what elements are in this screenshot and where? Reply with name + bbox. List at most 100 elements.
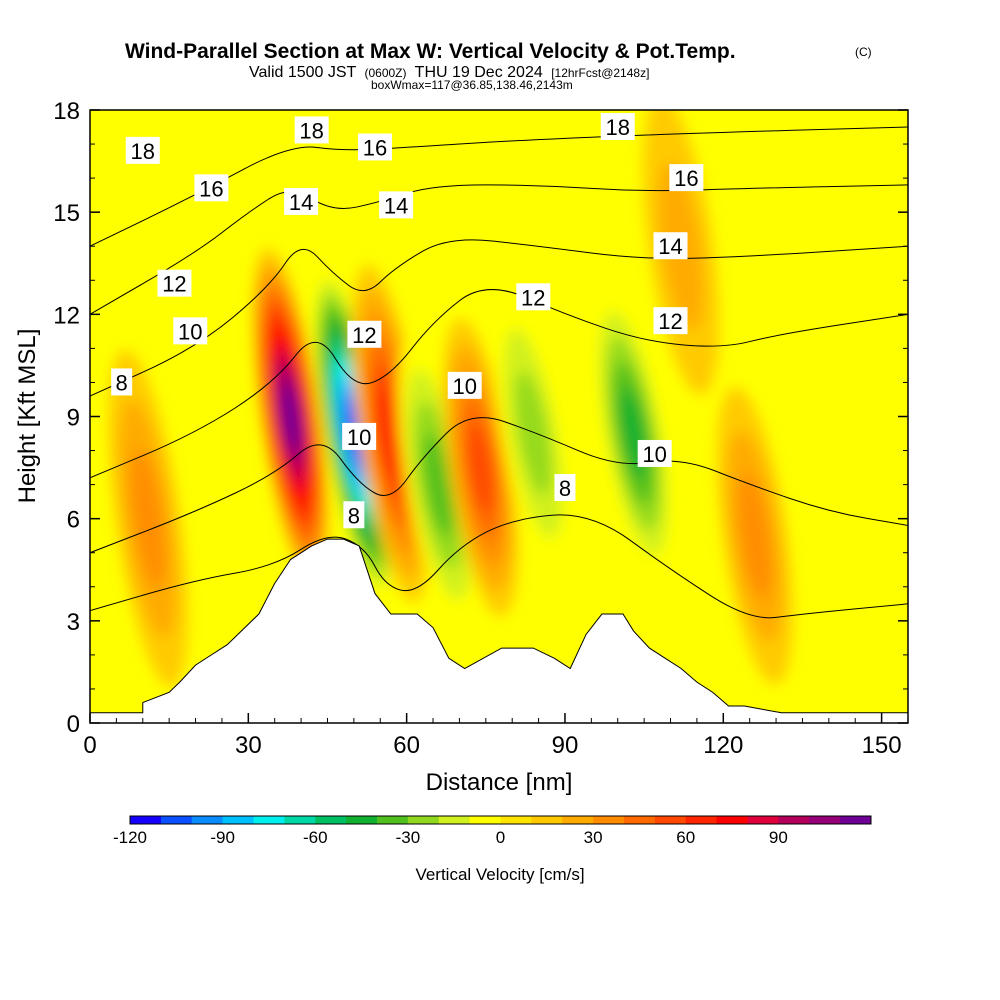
theta-contour-12 xyxy=(90,289,908,479)
theta-contour-10 xyxy=(90,417,908,554)
colorbar-swatch xyxy=(346,816,378,824)
w-feature-3-level-4 xyxy=(422,432,454,537)
contour-label-box xyxy=(600,113,635,141)
colorbar-swatch xyxy=(469,816,501,824)
contour-label-box xyxy=(343,501,365,529)
colorbar-swatch xyxy=(809,816,841,824)
y-axis-label: Height [Kft MSL] xyxy=(14,329,41,504)
colorbar-swatch xyxy=(253,816,285,824)
colorbar-swatch xyxy=(562,816,594,824)
x-tick-label: 150 xyxy=(862,732,902,759)
contour-label-4: 10 xyxy=(173,317,208,345)
y-tick-label: 18 xyxy=(53,98,80,125)
contour-label-text: 10 xyxy=(452,374,476,399)
x-tick-label: 120 xyxy=(703,732,743,759)
contour-label-16: 16 xyxy=(669,164,704,192)
chart-title-mark: (C) xyxy=(855,45,872,59)
w-feature-5-level-3 xyxy=(515,371,552,496)
colorbar-swatch xyxy=(438,816,471,824)
contour-label-box xyxy=(653,232,688,260)
contour-label-text: 10 xyxy=(178,319,202,344)
colorbar-swatch xyxy=(407,816,440,824)
colorbar-swatch xyxy=(160,816,193,824)
contour-label-box xyxy=(653,307,688,335)
colorbar-tick-label: -90 xyxy=(210,828,235,847)
colorbar-tick-label: -120 xyxy=(113,828,147,847)
chart-subtitle: Valid 1500 JST (0600Z) THU 19 Dec 2024 [… xyxy=(249,64,649,81)
colorbar-tick-label: 0 xyxy=(496,828,505,847)
y-axis: 0 3 6 9 12 15 18 xyxy=(53,98,908,738)
contour-label-text: 8 xyxy=(559,476,571,501)
contour-label-13: 10 xyxy=(447,371,482,399)
contour-label-3: 12 xyxy=(157,269,192,297)
w-feature-4-level-5 xyxy=(467,422,494,514)
contour-label-box xyxy=(342,422,377,450)
terrain xyxy=(90,538,908,723)
y-tick-label: 3 xyxy=(67,609,80,636)
contour-label-11: 8 xyxy=(343,501,365,529)
contour-label-text: 14 xyxy=(658,234,682,259)
colorbar-tick-label: -60 xyxy=(303,828,328,847)
w-feature-2-level-6 xyxy=(378,388,403,479)
contour-label-text: 16 xyxy=(674,166,698,191)
x-tick-label: 30 xyxy=(235,732,262,759)
contour-label-text: 10 xyxy=(642,442,666,467)
contour-label-box xyxy=(516,283,551,311)
w-feature-7-level-3 xyxy=(130,449,166,589)
y-tick-label: 9 xyxy=(67,405,80,432)
contour-label-text: 14 xyxy=(384,193,408,218)
colorbar-swatch xyxy=(531,816,563,824)
colorbar-label: Vertical Velocity [cm/s] xyxy=(415,865,584,884)
x-tick-label: 60 xyxy=(393,732,420,759)
colorbar-swatch xyxy=(747,816,779,824)
colorbar-swatch xyxy=(377,816,409,824)
contour-label-19: 10 xyxy=(637,439,672,467)
colorbar-tick-label: 60 xyxy=(676,828,695,847)
colorbar-ticks: -120 -90 -60 -30 0 30 60 90 xyxy=(113,828,788,847)
w-feature-8-level-3 xyxy=(737,472,772,599)
contour-label-text: 10 xyxy=(347,425,371,450)
colorbar-swatch xyxy=(191,816,224,824)
colorbar-tick-label: 90 xyxy=(769,828,788,847)
contour-label-box xyxy=(157,269,192,297)
contour-labels: 18 16 14 12 10 8 18 16 14 12 10 8 12 10 8 18 16 14 12 10 xyxy=(111,113,704,529)
contour-label-box xyxy=(194,174,229,202)
contour-label-box xyxy=(347,320,382,348)
theta-contour-14 xyxy=(90,239,908,397)
colorbar-swatch xyxy=(284,816,316,824)
x-tick-label: 0 xyxy=(83,732,96,759)
contour-label-text: 12 xyxy=(521,285,545,310)
contour-label-box xyxy=(379,191,414,219)
contour-label-box xyxy=(669,164,704,192)
contour-label-2: 14 xyxy=(284,187,319,215)
subtitle-date: THU 19 Dec 2024 xyxy=(415,64,543,81)
subtitle-fcst: [12hrFcst@2148z] xyxy=(551,66,649,80)
chart-subtitle-2: boxWmax=117@36.85,138.46,2143m xyxy=(371,78,573,92)
colorbar-swatch xyxy=(222,816,254,824)
colorbar-swatch xyxy=(315,816,347,824)
contour-label-box xyxy=(637,439,672,467)
contour-label-box xyxy=(284,187,319,215)
contour-label-text: 12 xyxy=(162,272,186,297)
contour-label-17: 14 xyxy=(653,232,688,260)
colorbar-frame xyxy=(129,815,872,825)
contour-label-14: 8 xyxy=(554,474,576,502)
colorbar-swatch xyxy=(840,816,872,824)
colorbar-swatch xyxy=(130,816,162,824)
contour-label-box xyxy=(294,116,329,144)
contour-label-text: 8 xyxy=(116,370,128,395)
contour-label-box xyxy=(111,368,133,396)
contour-label-text: 18 xyxy=(299,118,323,143)
contour-label-box xyxy=(173,317,208,345)
contour-label-6: 18 xyxy=(294,116,329,144)
colorbar-swatch xyxy=(654,816,687,824)
contour-label-text: 12 xyxy=(352,323,376,348)
contour-label-text: 18 xyxy=(605,115,629,140)
y-tick-label: 0 xyxy=(67,711,80,738)
contour-label-box xyxy=(447,371,482,399)
colorbar-swatch xyxy=(593,816,625,824)
x-axis: 0 30 60 90 120 150 xyxy=(83,713,902,759)
contour-label-1: 16 xyxy=(194,174,229,202)
contour-label-18: 12 xyxy=(653,307,688,335)
